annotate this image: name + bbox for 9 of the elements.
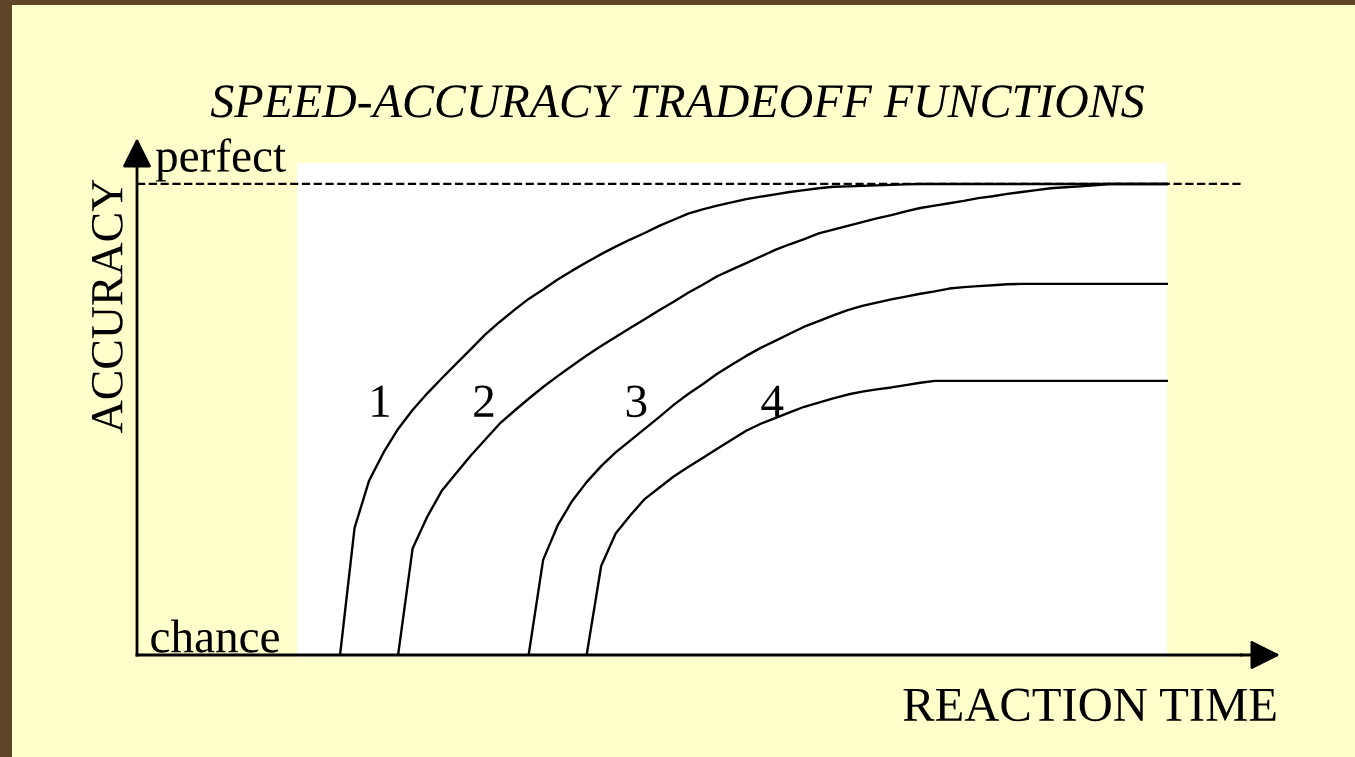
series-label: 2 [474, 385, 494, 417]
y-axis-title: ACCURACY [91, 179, 123, 433]
annotation: chance [151, 619, 279, 653]
chart-title: SPEED-ACCURACY TRADEOFF FUNCTIONS [210, 85, 1144, 118]
series-label: 4 [761, 385, 784, 417]
series-label: 1 [372, 385, 389, 417]
ref-line-label: perfect [155, 138, 286, 182]
series-label: 3 [626, 385, 647, 418]
x-axis-title: REACTION TIME [903, 688, 1276, 722]
